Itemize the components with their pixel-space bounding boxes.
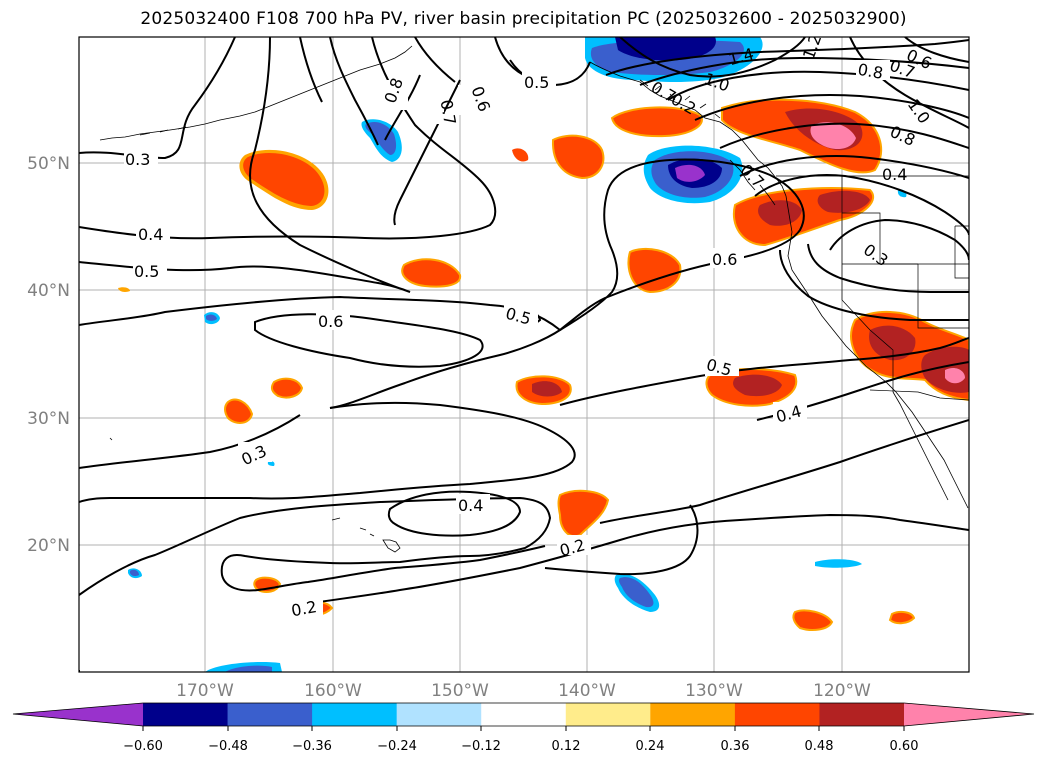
colorbar-tick: −0.48 (208, 739, 248, 754)
contour-labels: 0.3 0.4 0.5 0.6 0.5 0.3 0.2 0.4 0.2 0.5 … (124, 37, 935, 620)
colorbar-cell (396, 703, 482, 726)
colorbar-extend-low (13, 703, 143, 726)
lon-labels: 170°W 160°W 150°W 140°W 130°W 120°W (176, 681, 871, 701)
colorbar-tick: 0.48 (805, 739, 834, 754)
colorbar-cell (143, 703, 229, 726)
contour-label: 0.5 (524, 73, 549, 92)
colorbar-cells (143, 703, 905, 726)
pv-contours (79, 37, 969, 672)
contour-label: 0.5 (134, 262, 159, 281)
contour-label: 0.2 (290, 597, 318, 620)
lat-label: 20°N (27, 536, 70, 556)
lat-label: 30°N (27, 409, 70, 429)
colorbar-cell (227, 703, 313, 726)
lon-label: 130°W (685, 681, 743, 701)
colorbar-tick: −0.60 (123, 739, 163, 754)
colorbar-tick: 0.60 (890, 739, 919, 754)
colorbar-tick: 0.24 (636, 739, 665, 754)
lat-label: 40°N (27, 281, 70, 301)
colorbar-cell (650, 703, 736, 726)
colorbar-tick: −0.36 (292, 739, 332, 754)
contour-label: 0.4 (458, 496, 483, 515)
lon-label: 170°W (176, 681, 234, 701)
contour-label: 0.6 (318, 312, 343, 331)
precip-positive-patches (118, 98, 969, 631)
colorbar-cell (481, 703, 567, 726)
colorbar: −0.60 −0.48 −0.36 −0.24 −0.12 0.12 0.24 … (12, 702, 1035, 754)
colorbar-tick: 0.12 (552, 739, 581, 754)
lon-label: 160°W (304, 681, 362, 701)
colorbar-tick: −0.12 (461, 739, 501, 754)
contour-label: 0.8 (856, 60, 884, 83)
colorbar-cell (565, 703, 651, 726)
colorbar-cell (312, 703, 398, 726)
map-frame (78, 36, 970, 673)
contour-label: 0.7 (437, 98, 460, 126)
contour-label: 0.3 (125, 150, 150, 169)
colorbar-extend-high (904, 703, 1034, 726)
lat-label: 50°N (27, 154, 70, 174)
lon-label: 140°W (558, 681, 616, 701)
colorbar-cell (819, 703, 905, 726)
colorbar-tick: 0.36 (721, 739, 750, 754)
contour-label: 0.4 (882, 165, 907, 184)
lon-label: 120°W (813, 681, 871, 701)
colorbar-tick: −0.24 (377, 739, 417, 754)
contour-label: 0.4 (138, 225, 163, 244)
contour-label: 0.6 (712, 250, 737, 269)
plot-title: 2025032400 F108 700 hPa PV, river basin … (140, 9, 907, 29)
colorbar-cell (734, 703, 820, 726)
colorbar-ticks: −0.60 −0.48 −0.36 −0.24 −0.12 0.12 0.24 … (123, 726, 918, 754)
lat-labels: 50°N 40°N 30°N 20°N (27, 154, 70, 556)
lon-label: 150°W (431, 681, 489, 701)
